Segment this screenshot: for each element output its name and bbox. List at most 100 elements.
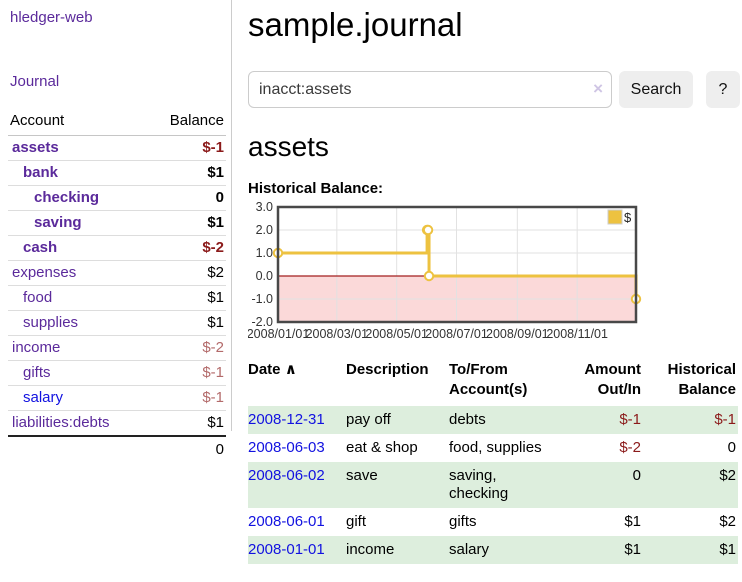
- transaction-amount: $-1: [619, 411, 641, 428]
- transaction-amount: $-2: [619, 439, 641, 456]
- account-row: assets $-1: [8, 135, 226, 161]
- account-balance: $1: [147, 160, 226, 186]
- account-link[interactable]: salary: [23, 389, 64, 406]
- transaction-date-link[interactable]: 2008-01-01: [248, 541, 325, 558]
- account-heading: assets: [248, 131, 329, 162]
- account-name-cell: liabilities:debts: [8, 410, 148, 437]
- account-name-cell: supplies: [8, 310, 148, 336]
- transaction-balance: 0: [727, 439, 736, 456]
- account-link[interactable]: food: [23, 289, 53, 306]
- account-link[interactable]: bank: [23, 164, 59, 181]
- account-link[interactable]: income: [12, 339, 61, 356]
- y-tick-label: -2.0: [251, 315, 273, 329]
- account-balance: $1: [147, 310, 226, 336]
- register-row: 2008-06-01 gift gifts $1 $2: [248, 508, 738, 536]
- sidebar: hledger-web Journal Account Balance asse…: [0, 0, 232, 458]
- account-link[interactable]: expenses: [12, 264, 77, 281]
- register-header-description: Description: [346, 361, 429, 378]
- help-button[interactable]: ?: [706, 71, 740, 108]
- register-header-amount: Amount Out/In: [584, 361, 641, 398]
- account-balance: $1: [147, 285, 226, 311]
- accounts-header-balance: Balance: [147, 109, 226, 136]
- plot-border: [276, 205, 638, 324]
- account-balance: $2: [147, 260, 226, 286]
- account-name-cell: expenses: [8, 260, 148, 286]
- account-row: liabilities:debts $1: [8, 410, 226, 437]
- account-name-cell: gifts: [8, 360, 148, 386]
- account-name-cell: cash: [8, 235, 148, 261]
- transaction-balance: $1: [719, 541, 736, 558]
- transaction-date-cell: 2008-06-03: [248, 434, 346, 462]
- account-balance: $-1: [147, 360, 226, 386]
- x-tick-label: 2008/09/01: [486, 327, 549, 341]
- page-title: sample.journal: [248, 6, 463, 43]
- account-row: salary $-1: [8, 385, 226, 411]
- account-link[interactable]: gifts: [23, 364, 51, 381]
- accounts-total-value: 0: [215, 441, 224, 458]
- register-row: 2008-06-03 eat & shop food, supplies $-2 0: [248, 434, 738, 462]
- data-point-marker: [422, 224, 434, 236]
- search-input[interactable]: [248, 71, 612, 108]
- app-title-link[interactable]: hledger-web: [10, 9, 93, 26]
- transaction-description: income: [346, 541, 395, 558]
- account-balance: $-1: [147, 135, 226, 161]
- x-tick-label: 2008/01/01: [248, 327, 309, 341]
- account-link[interactable]: assets: [12, 139, 59, 156]
- transaction-accounts: food, supplies: [449, 439, 542, 456]
- historical-balance-chart: 3.0 2.0 1.0 0.0 -1.0 -2.0 2008/01/01 2008/03/01…: [248, 201, 742, 347]
- account-name-cell: salary: [8, 385, 148, 411]
- transaction-amount: 0: [632, 467, 641, 484]
- register-header-date[interactable]: Date ∧: [248, 356, 346, 406]
- register-header-accounts: To/From Account(s): [449, 361, 528, 398]
- y-tick-label: 3.0: [256, 201, 273, 214]
- account-link[interactable]: liabilities:debts: [12, 414, 110, 431]
- transaction-accounts: gifts: [449, 513, 477, 530]
- account-name-cell: income: [8, 335, 148, 361]
- transaction-amount: $1: [624, 541, 641, 558]
- account-row: checking 0: [8, 185, 226, 211]
- transaction-date-cell: 2008-06-01: [248, 508, 346, 536]
- search-button[interactable]: Search: [619, 71, 693, 108]
- chart-title: Historical Balance:: [248, 180, 384, 197]
- data-point-marker: [423, 270, 435, 282]
- transaction-date-cell: 2008-06-02: [248, 462, 346, 508]
- account-link[interactable]: saving: [34, 214, 82, 231]
- register-header-row: Date ∧ Description To/From Account(s) Am…: [248, 356, 738, 406]
- main-content: sample.journal × Search ? assets Histori…: [248, 0, 742, 564]
- x-tick-label: 2008/07/01: [425, 327, 488, 341]
- account-balance: 0: [147, 185, 226, 211]
- transaction-accounts: debts: [449, 411, 486, 428]
- x-tick-label: 2008/03/01: [306, 327, 369, 341]
- register-row: 2008-06-02 save saving, checking 0 $2: [248, 462, 738, 508]
- accounts-table: Account Balance assets $-1 bank $1 checking 0…: [8, 109, 226, 462]
- account-row: cash $-2: [8, 235, 226, 261]
- transaction-date-link[interactable]: 2008-12-31: [248, 411, 325, 428]
- x-tick-label: 2008/05/01: [365, 327, 428, 341]
- sort-ascending-icon: ∧: [284, 361, 297, 378]
- account-row: gifts $-1: [8, 360, 226, 386]
- account-link[interactable]: cash: [23, 239, 58, 256]
- accounts-total-row: 0: [8, 436, 226, 462]
- legend-label: $: [624, 210, 632, 225]
- search-box: ×: [248, 71, 612, 108]
- transaction-description: pay off: [346, 411, 391, 428]
- transaction-date-link[interactable]: 2008-06-02: [248, 467, 325, 484]
- register-row: 2008-12-31 pay off debts $-1 $-1: [248, 406, 738, 434]
- account-name-cell: saving: [8, 210, 148, 236]
- account-name-cell: bank: [8, 160, 148, 186]
- transaction-amount: $1: [624, 513, 641, 530]
- transaction-date-link[interactable]: 2008-06-03: [248, 439, 325, 456]
- y-tick-label: 1.0: [256, 246, 273, 260]
- account-balance: $1: [147, 210, 226, 236]
- clear-search-icon[interactable]: ×: [593, 79, 603, 98]
- transaction-date-link[interactable]: 2008-06-01: [248, 513, 325, 530]
- accounts-header-account: Account: [8, 109, 148, 136]
- account-balance: $-2: [147, 335, 226, 361]
- journal-nav-link[interactable]: Journal: [10, 73, 60, 90]
- account-link[interactable]: supplies: [23, 314, 79, 331]
- account-balance: $-2: [147, 235, 226, 261]
- accounts-header-row: Account Balance: [8, 109, 226, 136]
- register-header-balance: Historical Balance: [667, 361, 736, 398]
- account-link[interactable]: checking: [34, 189, 100, 206]
- account-row: expenses $2: [8, 260, 226, 286]
